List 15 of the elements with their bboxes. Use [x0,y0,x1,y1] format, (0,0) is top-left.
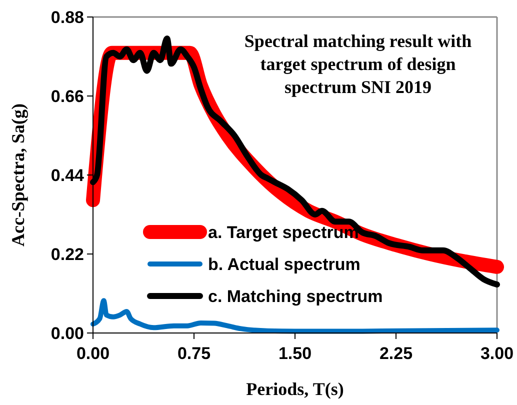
x-tick-label: 0.75 [177,344,211,363]
y-tick-label: 0.66 [50,86,84,106]
x-tick-label: 3.00 [480,344,514,363]
y-tick-label: 0.22 [50,244,84,264]
y-tick-label: 0.88 [50,8,84,27]
legend-label: b. Actual spectrum [208,254,360,274]
x-axis-title: Periods, T(s) [246,379,344,399]
y-tick-label: 0.44 [50,166,85,185]
x-tick-label: 0.00 [76,344,110,363]
x-tick-label: 2.25 [379,344,413,363]
y-tick-label: 0.00 [50,324,84,343]
legend-label: c. Matching spectrum [208,286,383,306]
text: Spectral matching result with target spectrum of design spectrum SNI 2019 [244,31,472,97]
y-axis-title: Acc-Spectra, Sa(g) [8,104,28,246]
x-tick-label: 1.50 [278,344,312,363]
